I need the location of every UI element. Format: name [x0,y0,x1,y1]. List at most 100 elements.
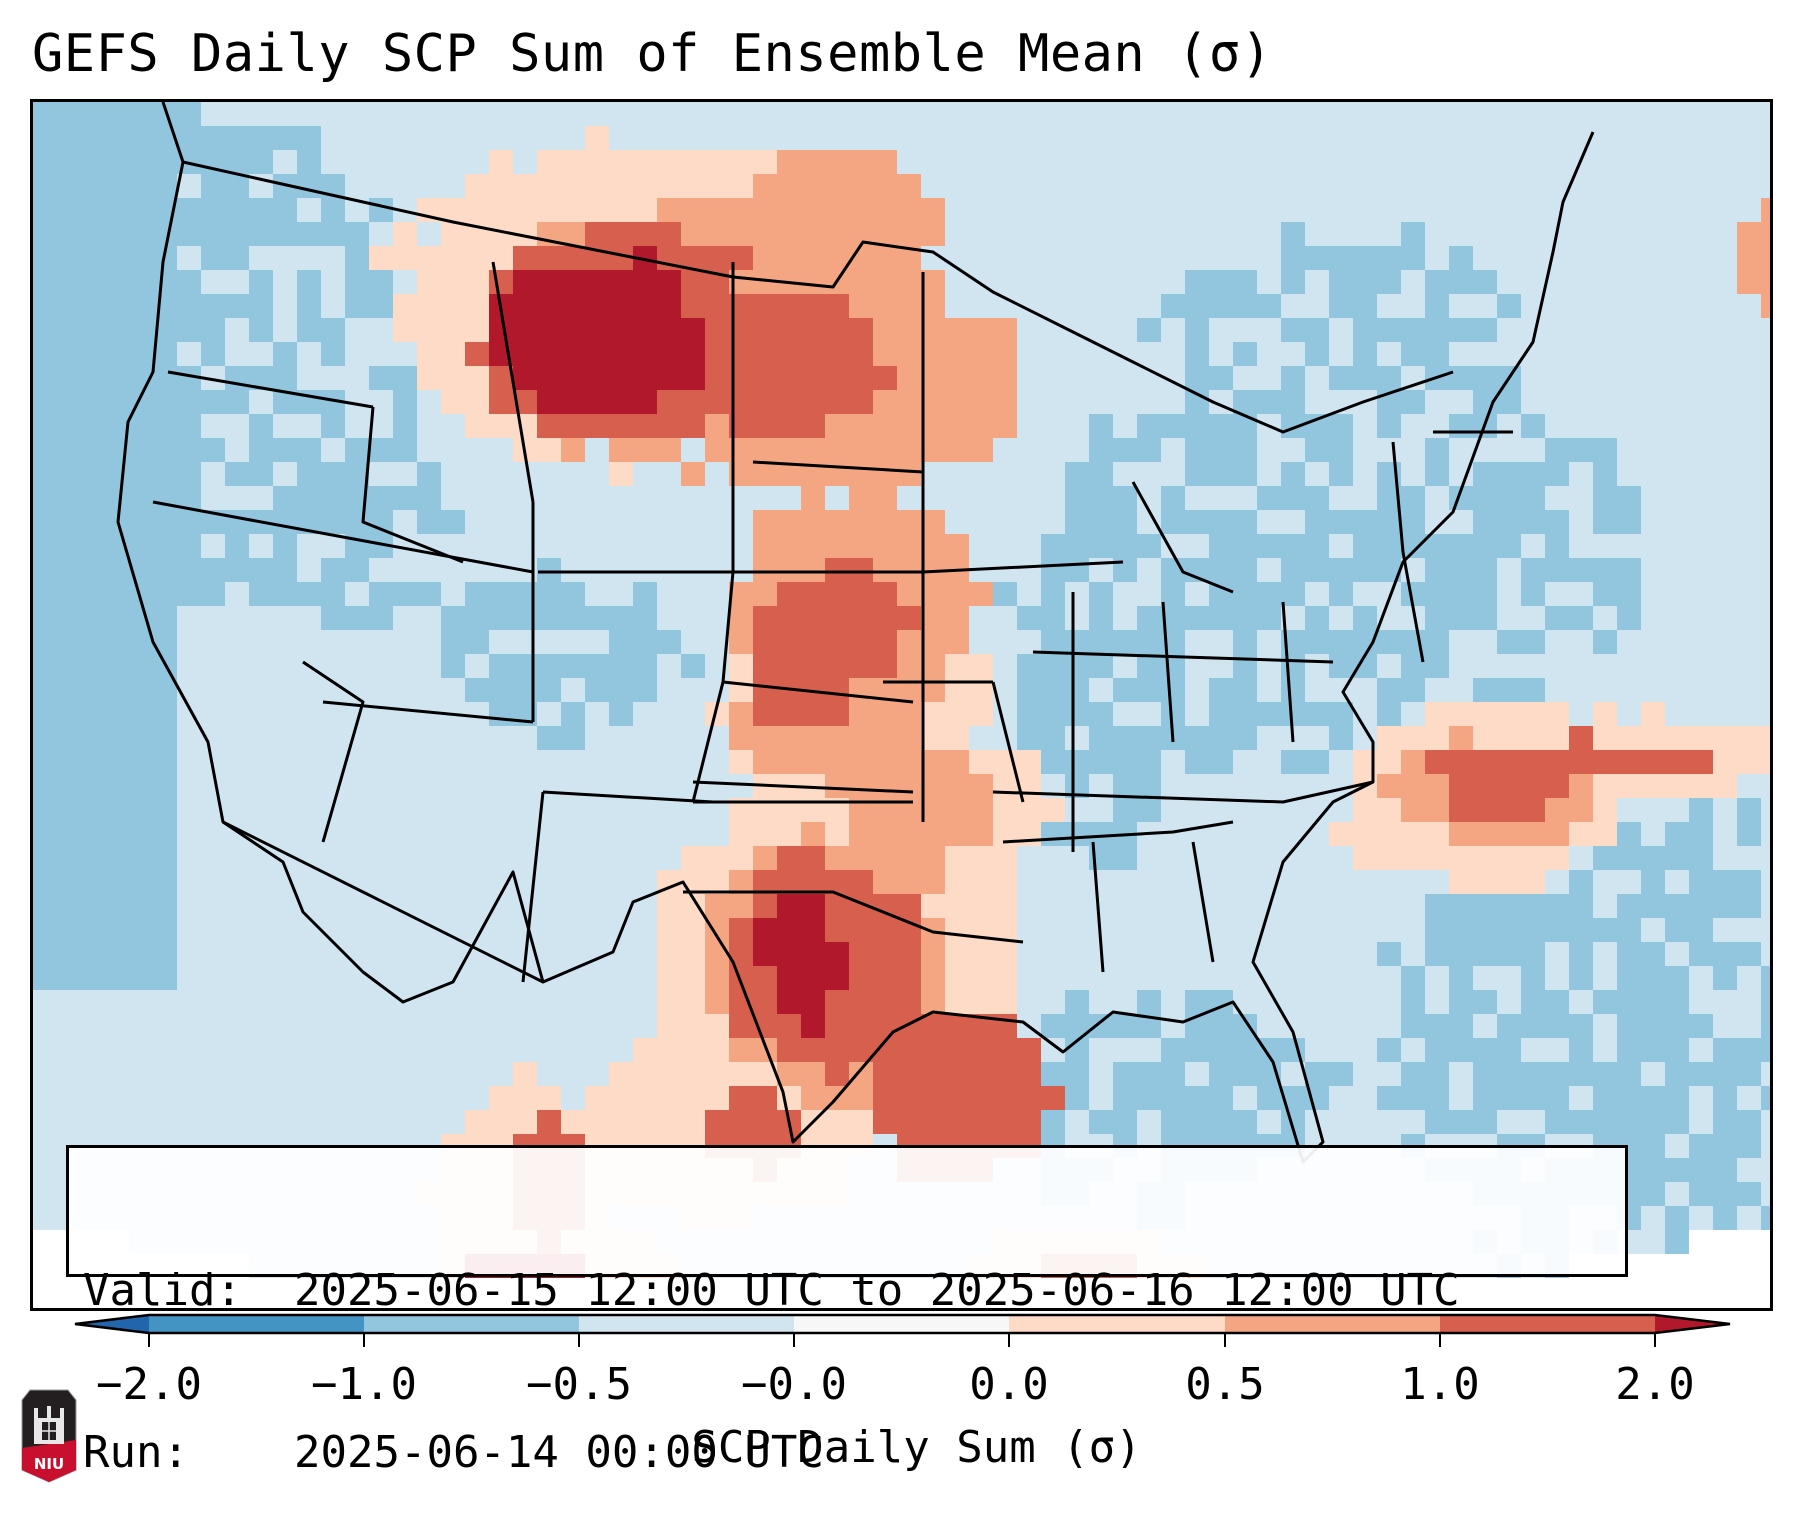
raster-cell [801,342,826,367]
raster-cell [465,654,490,679]
raster-cell [297,414,322,439]
raster-cell [753,1302,778,1308]
raster-cell [321,414,346,439]
raster-cell [777,318,802,343]
raster-cell [1089,1110,1114,1135]
raster-cell [1353,246,1378,271]
raster-cell [1545,678,1570,703]
raster-cell [1329,270,1354,295]
raster-cell [1761,1302,1770,1308]
raster-cell [345,174,370,199]
raster-cell [993,534,1018,559]
raster-cell [537,414,562,439]
raster-cell [465,390,490,415]
raster-cell [729,846,754,871]
raster-cell [1689,990,1714,1015]
raster-cell [1425,606,1450,631]
raster-cell [1089,966,1114,991]
raster-cell [897,558,922,583]
raster-cell [1113,798,1138,823]
raster-cell [1233,894,1258,919]
raster-cell [1041,966,1066,991]
state-boundary [992,780,1374,804]
raster-cell [1017,630,1042,655]
raster-cell [465,246,490,271]
raster-cell [1761,270,1770,295]
raster-cell [33,1206,58,1231]
raster-cell [513,174,538,199]
raster-cell [225,774,250,799]
raster-cell [1065,414,1090,439]
raster-cell [297,918,322,943]
raster-cell [1137,750,1162,775]
raster-cell [825,1302,850,1308]
raster-cell [633,486,658,511]
raster-cell [1497,318,1522,343]
raster-cell [1185,174,1210,199]
raster-cell [1377,798,1402,823]
raster-cell [1377,414,1402,439]
raster-cell [1329,150,1354,175]
raster-cell [513,798,538,823]
raster-cell [1641,822,1666,847]
raster-cell [153,414,178,439]
raster-cell [993,606,1018,631]
raster-cell [1737,510,1762,535]
raster-cell [753,654,778,679]
raster-cell [1017,1302,1042,1308]
raster-cell [825,630,850,655]
raster-cell [1593,294,1618,319]
raster-cell [1497,102,1522,127]
raster-cell [33,198,58,223]
raster-cell [585,510,610,535]
raster-cell [273,678,298,703]
raster-cell [1689,630,1714,655]
raster-cell [777,702,802,727]
raster-cell [273,126,298,151]
raster-cell [1737,390,1762,415]
raster-cell [1137,150,1162,175]
raster-cell [633,294,658,319]
raster-cell [729,630,754,655]
colorbar-tick-label: −2.0 [96,1359,202,1410]
raster-cell [177,462,202,487]
raster-cell [489,174,514,199]
raster-cell [1449,294,1474,319]
raster-cell [1617,174,1642,199]
raster-cell [849,1062,874,1087]
raster-cell [105,486,130,511]
raster-cell [33,1038,58,1063]
raster-cell [513,774,538,799]
raster-cell [1665,1206,1690,1231]
raster-cell [1041,1278,1066,1303]
raster-cell [513,246,538,271]
raster-cell [57,102,82,127]
raster-cell [1689,726,1714,751]
raster-cell [1569,558,1594,583]
raster-cell [441,342,466,367]
raster-cell [1737,438,1762,463]
raster-cell [1521,702,1546,727]
raster-cell [1665,918,1690,943]
raster-cell [105,966,130,991]
raster-cell [1089,654,1114,679]
raster-cell [249,294,274,319]
raster-cell [1473,966,1498,991]
raster-cell [1713,414,1738,439]
raster-cell [537,174,562,199]
raster-cell [585,702,610,727]
raster-cell [441,438,466,463]
raster-cell [513,462,538,487]
raster-cell [1377,966,1402,991]
raster-cell [225,558,250,583]
raster-cell [1593,726,1618,751]
raster-cell [873,1278,898,1303]
raster-cell [1401,318,1426,343]
raster-cell [657,486,682,511]
raster-cell [201,1086,226,1111]
raster-cell [1041,126,1066,151]
raster-cell [129,1062,154,1087]
raster-cell [1569,582,1594,607]
raster-cell [369,750,394,775]
raster-cell [657,750,682,775]
